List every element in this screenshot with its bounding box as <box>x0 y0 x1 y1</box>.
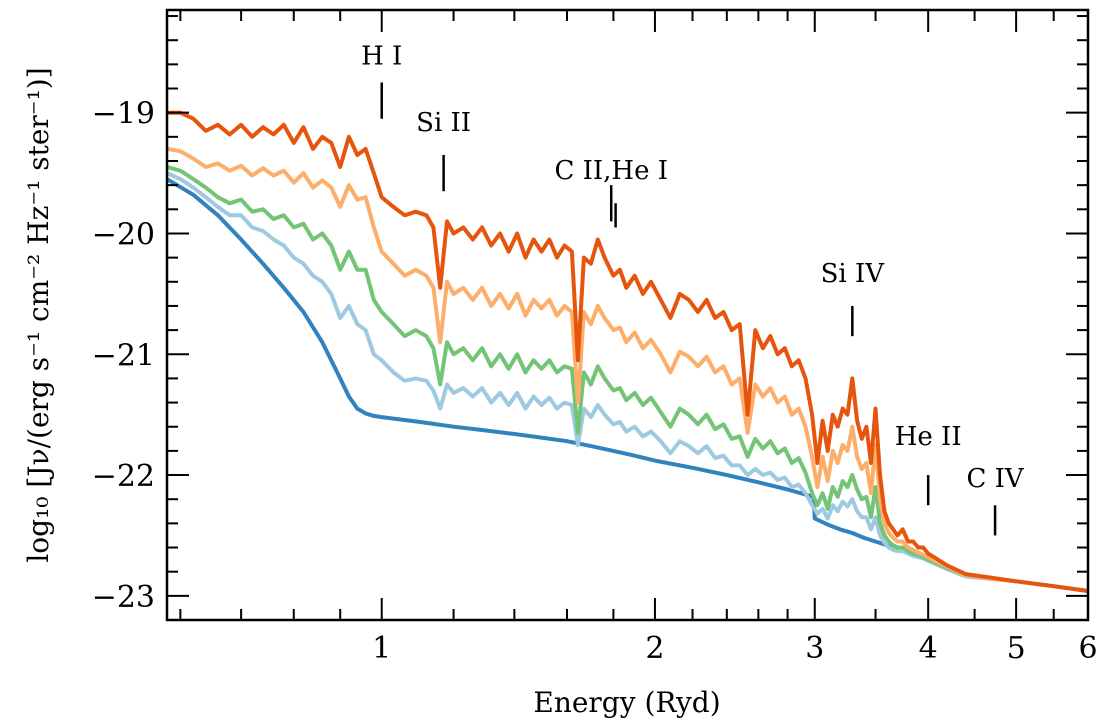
annotation-label: C II,He I <box>554 156 668 186</box>
series-line-4 <box>167 171 1088 593</box>
plot-frame <box>165 8 1090 622</box>
x-tick-label: 1 <box>372 631 391 666</box>
x-tick-label: 6 <box>1078 631 1097 666</box>
series-line-2 <box>167 146 1088 593</box>
x-tick-label: 5 <box>1007 631 1026 666</box>
annotation-label: He II <box>895 422 962 452</box>
series-line-1 <box>167 110 1088 593</box>
series-layer <box>167 110 1088 593</box>
y-tick-label: −21 <box>92 338 155 373</box>
annotation-layer: H I Si II C II,He I Si IV He IIC IV <box>361 41 1025 536</box>
x-axis-title: Energy (Ryd) <box>533 686 720 719</box>
y-tick-label: −20 <box>92 217 155 252</box>
annotation-label: C IV <box>966 464 1024 494</box>
x-tick-label: 2 <box>645 631 664 666</box>
annotation-label: Si IV <box>821 259 886 289</box>
annotation-label: H I <box>361 41 402 71</box>
y-tick-label: −22 <box>92 459 155 494</box>
y-axis-title: log₁₀ [Jν/(erg s⁻¹ cm⁻² Hz⁻¹ ster⁻¹)] <box>22 67 55 562</box>
annotation-label: Si II <box>416 108 471 138</box>
x-tick-label: 3 <box>805 631 824 666</box>
x-tick-label: 4 <box>919 631 938 666</box>
y-tick-label: −23 <box>92 580 155 615</box>
series-line-5 <box>167 177 1088 593</box>
series-line-3 <box>167 165 1088 593</box>
y-tick-label: −19 <box>92 97 155 132</box>
tick-layer: 1 2 3 4 5 6 −19 −20 −21 −22 −23 <box>92 10 1098 666</box>
